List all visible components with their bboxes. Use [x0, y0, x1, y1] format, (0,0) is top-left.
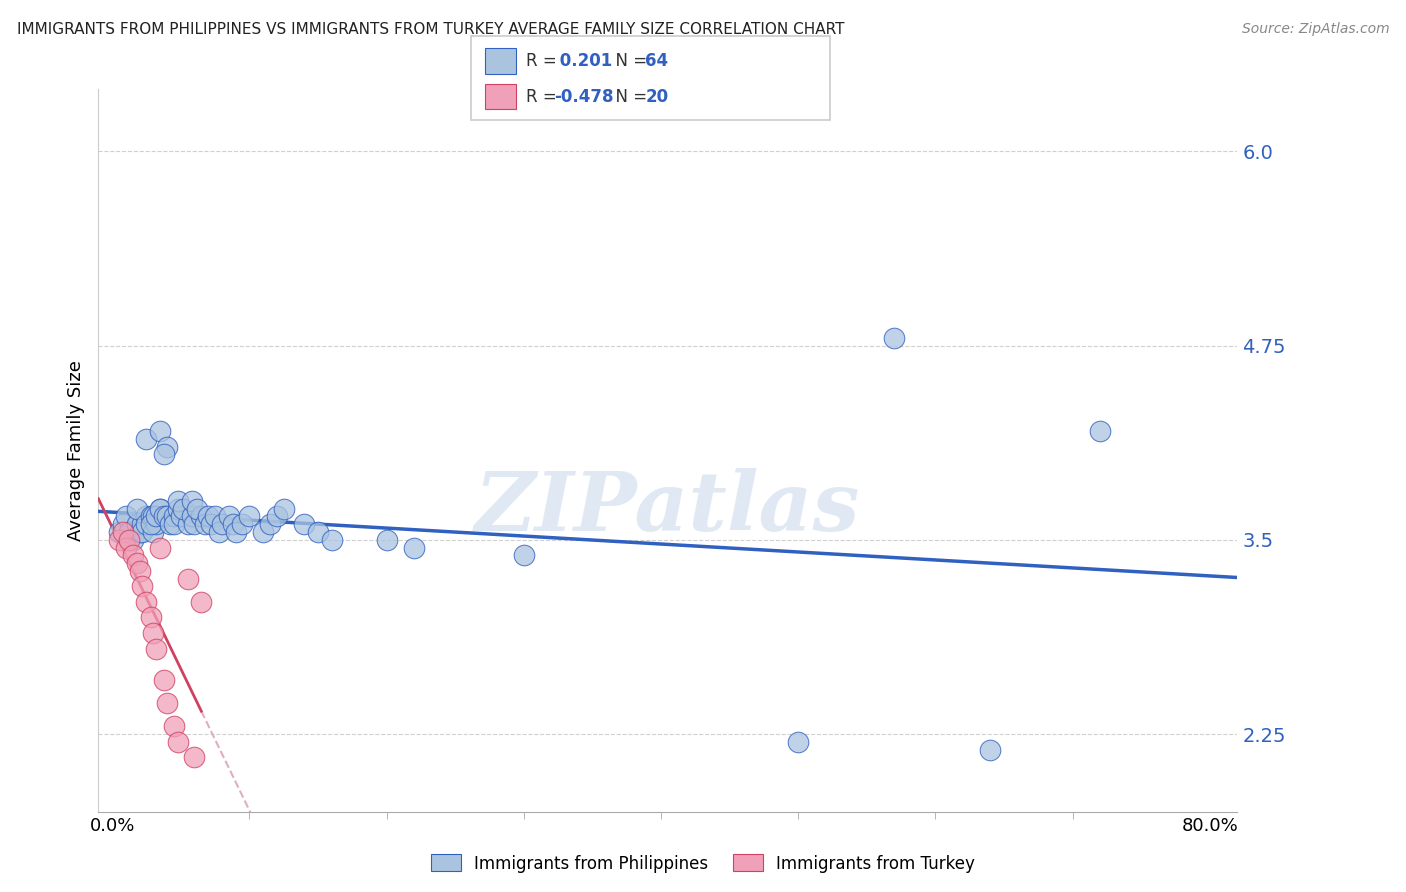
Point: [139, 517, 162, 532]
Text: IMMIGRANTS FROM PHILIPPINES VS IMMIGRANTS FROM TURKEY AVERAGE FAMILY SIZE CORREL: IMMIGRANTS FROM PHILIPPINES VS IMMIGRANT…: [17, 22, 845, 37]
Point: [142, 509, 165, 524]
Point: [115, 509, 138, 524]
Point: [167, 735, 190, 749]
Point: [180, 494, 202, 508]
Point: [211, 517, 233, 532]
Text: -0.478: -0.478: [554, 87, 613, 105]
Point: [112, 524, 135, 539]
Point: [513, 549, 536, 563]
Point: [142, 626, 165, 640]
Text: 0.201: 0.201: [554, 52, 612, 70]
Text: 20: 20: [645, 87, 668, 105]
Point: [375, 533, 398, 547]
Point: [149, 541, 172, 555]
Point: [117, 524, 139, 539]
Point: [153, 509, 176, 524]
Point: [121, 533, 143, 547]
Point: [183, 517, 205, 532]
Point: [402, 541, 425, 555]
Point: [139, 509, 162, 524]
Point: [153, 447, 176, 461]
Point: [135, 432, 157, 446]
Point: [145, 509, 167, 524]
Point: [112, 517, 135, 532]
Point: [231, 517, 253, 532]
Point: [252, 524, 274, 539]
Point: [128, 524, 150, 539]
Point: [135, 517, 157, 532]
Point: [125, 556, 148, 570]
Point: [135, 595, 157, 609]
Point: [266, 509, 288, 524]
Point: [307, 524, 329, 539]
Point: [149, 424, 172, 438]
Point: [125, 517, 148, 532]
Point: [170, 509, 193, 524]
Point: [156, 696, 179, 710]
Point: [218, 509, 240, 524]
Point: [128, 564, 150, 578]
Point: [156, 440, 179, 454]
Text: ZIPatlas: ZIPatlas: [475, 468, 860, 549]
Point: [131, 517, 153, 532]
Point: [167, 494, 190, 508]
Point: [125, 501, 148, 516]
Point: [139, 610, 162, 624]
Point: [222, 517, 245, 532]
Point: [197, 509, 219, 524]
Point: [186, 501, 208, 516]
Point: [149, 501, 172, 516]
Point: [238, 509, 260, 524]
Text: 64: 64: [645, 52, 668, 70]
Point: [131, 579, 153, 593]
Point: [145, 517, 167, 532]
Text: R =: R =: [526, 87, 562, 105]
Point: [259, 517, 281, 532]
Point: [135, 509, 157, 524]
Point: [180, 509, 202, 524]
Point: [121, 549, 143, 563]
Point: [108, 524, 131, 539]
Point: [225, 524, 247, 539]
Point: [117, 533, 139, 547]
Point: [883, 331, 905, 345]
Point: [190, 509, 212, 524]
Point: [208, 524, 231, 539]
Point: [153, 673, 176, 687]
Point: [176, 517, 198, 532]
Point: [145, 641, 167, 656]
Point: [115, 541, 138, 555]
Point: [131, 524, 153, 539]
Point: [163, 517, 186, 532]
Point: [108, 533, 131, 547]
Point: [200, 517, 222, 532]
Legend: Immigrants from Philippines, Immigrants from Turkey: Immigrants from Philippines, Immigrants …: [425, 847, 981, 880]
Point: [173, 501, 195, 516]
Point: [979, 742, 1001, 756]
Y-axis label: Average Family Size: Average Family Size: [66, 360, 84, 541]
Point: [787, 735, 810, 749]
Text: N =: N =: [605, 87, 652, 105]
Point: [190, 595, 212, 609]
Point: [194, 517, 217, 532]
Point: [167, 501, 190, 516]
Point: [149, 501, 172, 516]
Text: R =: R =: [526, 52, 562, 70]
Point: [142, 524, 165, 539]
Text: N =: N =: [605, 52, 652, 70]
Point: [273, 501, 295, 516]
Point: [1088, 424, 1111, 438]
Point: [292, 517, 315, 532]
Point: [204, 509, 226, 524]
Point: [321, 533, 343, 547]
Text: Source: ZipAtlas.com: Source: ZipAtlas.com: [1241, 22, 1389, 37]
Point: [159, 517, 181, 532]
Point: [163, 719, 186, 733]
Point: [163, 509, 186, 524]
Point: [176, 572, 198, 586]
Point: [156, 509, 179, 524]
Point: [183, 750, 205, 764]
